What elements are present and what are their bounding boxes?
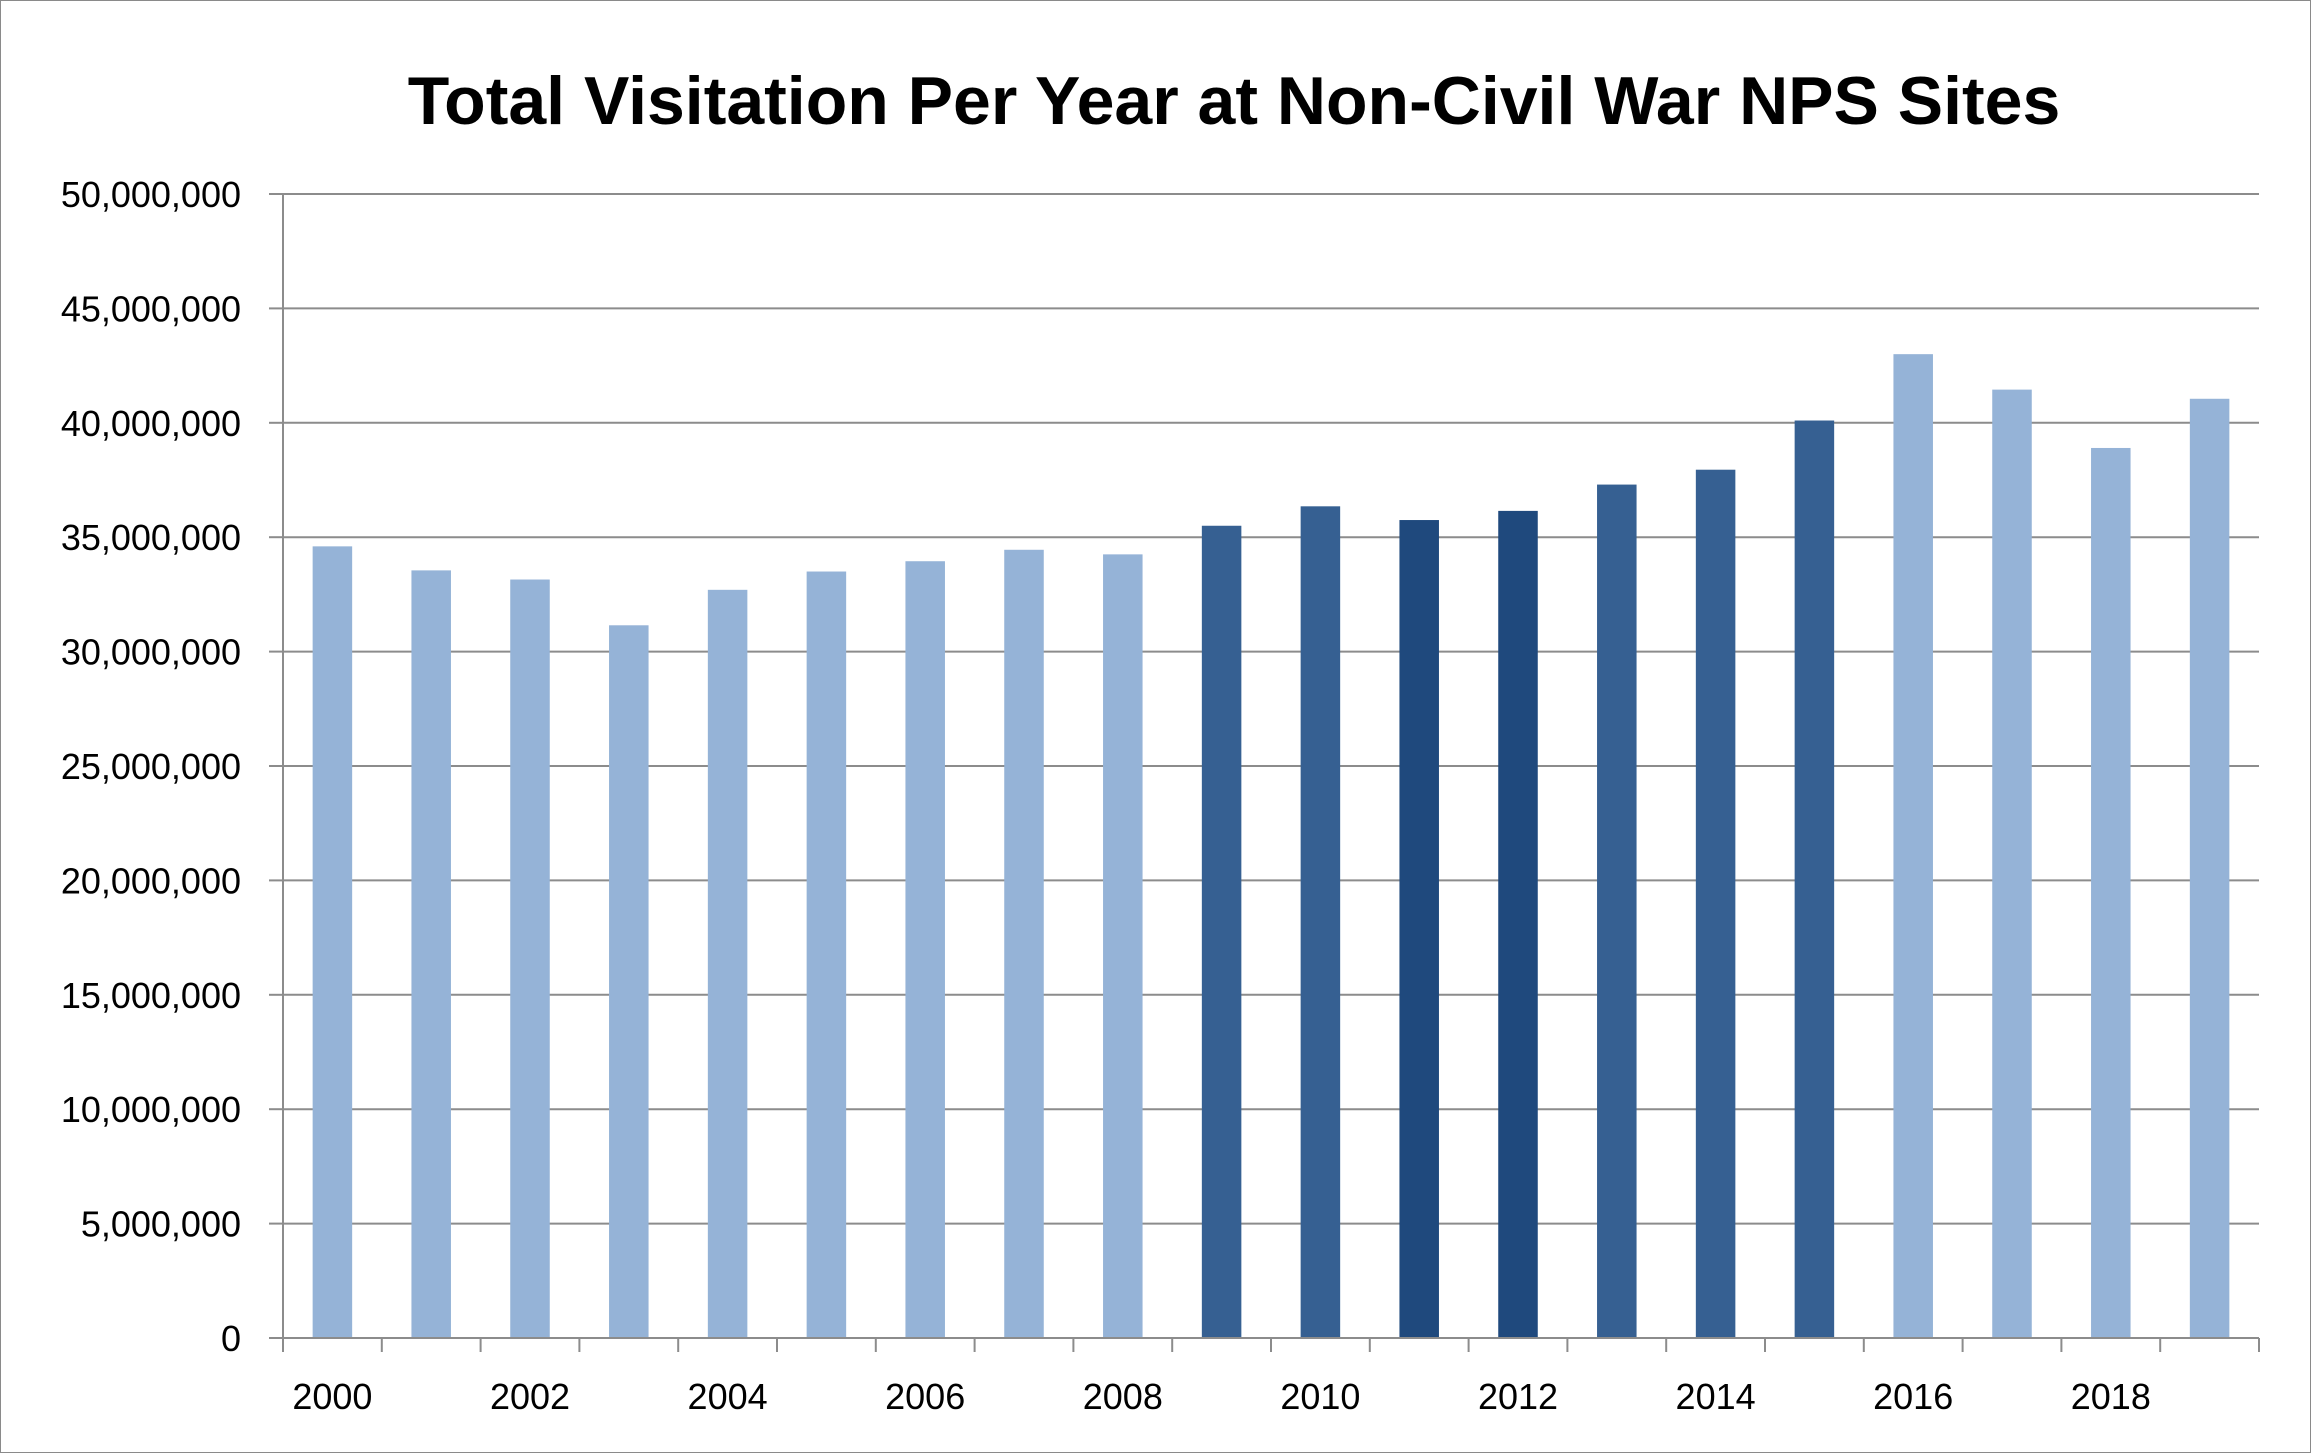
x-tick-label: 2014 [1676,1376,1756,1417]
x-tick-label: 2002 [490,1376,570,1417]
bars [312,354,2230,1339]
x-tick-label: 2016 [1873,1376,1953,1417]
y-tick-label: 30,000,000 [61,632,241,673]
bar-2013 [1597,484,1637,1338]
bar-2014 [1695,469,1736,1339]
bar-2011 [1399,520,1439,1338]
y-tick-label: 10,000,000 [61,1089,241,1130]
bar-2010 [1300,506,1341,1338]
y-axis-tick-labels: 0 5,000,000 10,000,000 15,000,000 20,000,000… [61,174,241,1359]
y-tick-label: 5,000,000 [81,1204,241,1245]
gridlines [283,193,2259,1225]
bar-2002 [510,579,550,1338]
bar-2007 [1004,549,1044,1338]
bar-2018 [2091,447,2131,1338]
bar-2001 [411,570,451,1338]
bar-2008 [1103,554,1143,1338]
bar-2019 [2189,398,2230,1338]
bar-2016 [1893,354,1933,1338]
y-tick-label: 35,000,000 [61,517,241,558]
y-tick-label: 50,000,000 [61,174,241,215]
y-tick-label: 40,000,000 [61,403,241,444]
x-tick-label: 2000 [292,1376,372,1417]
x-tick-label: 2004 [688,1376,768,1417]
bar-2006 [905,561,945,1338]
x-tick-label: 2012 [1478,1376,1558,1417]
bar-2004 [707,589,748,1338]
bar-2015 [1794,420,1835,1339]
y-tick-label: 0 [221,1318,241,1359]
y-tick-label: 45,000,000 [61,288,241,329]
x-tick-label: 2010 [1280,1376,1360,1417]
x-tick-label: 2008 [1083,1376,1163,1417]
y-tick-label: 25,000,000 [61,746,241,787]
x-tick-label: 2018 [2071,1376,2151,1417]
x-axis-tick-labels: 2000 2002 2004 2006 2008 2010 2012 2014 2016 2018 [292,1376,2150,1417]
bar-2003 [609,625,649,1338]
bar-2012 [1498,510,1538,1338]
x-tick-label: 2006 [885,1376,965,1417]
chart-title: Total Visitation Per Year at Non-Civil W… [408,63,2061,139]
y-tick-label: 15,000,000 [61,975,241,1016]
y-tick-label: 20,000,000 [61,860,241,901]
bar-2017 [1992,389,2032,1338]
bar-2009 [1201,525,1242,1338]
axes [269,193,2260,1352]
bar-2005 [806,571,847,1338]
bar-2000 [312,546,353,1338]
